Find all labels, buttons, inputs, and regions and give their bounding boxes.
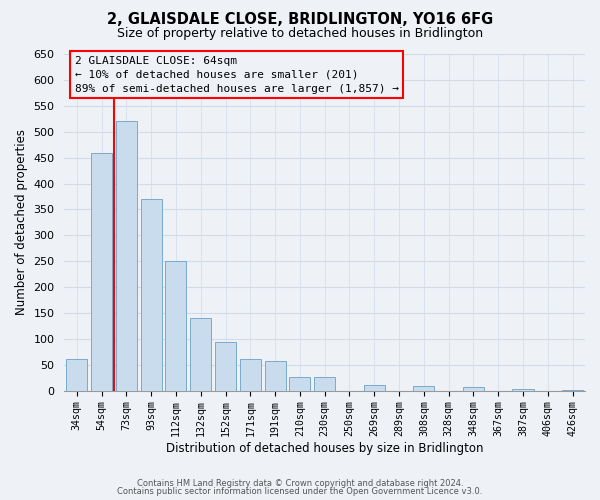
Bar [512, 389, 533, 390]
Bar [215, 342, 236, 390]
Bar [166, 261, 187, 390]
Text: 2 GLAISDALE CLOSE: 64sqm
← 10% of detached houses are smaller (201)
89% of semi-: 2 GLAISDALE CLOSE: 64sqm ← 10% of detach… [75, 56, 399, 94]
Y-axis label: Number of detached properties: Number of detached properties [15, 130, 28, 316]
Bar [314, 376, 335, 390]
Bar [190, 318, 211, 390]
Text: Size of property relative to detached houses in Bridlington: Size of property relative to detached ho… [117, 28, 483, 40]
Bar [66, 358, 88, 390]
Bar [413, 386, 434, 390]
Bar [364, 384, 385, 390]
Bar [116, 122, 137, 390]
Bar [463, 386, 484, 390]
Bar [140, 199, 162, 390]
X-axis label: Distribution of detached houses by size in Bridlington: Distribution of detached houses by size … [166, 442, 484, 455]
Text: Contains public sector information licensed under the Open Government Licence v3: Contains public sector information licen… [118, 487, 482, 496]
Bar [265, 360, 286, 390]
Text: 2, GLAISDALE CLOSE, BRIDLINGTON, YO16 6FG: 2, GLAISDALE CLOSE, BRIDLINGTON, YO16 6F… [107, 12, 493, 28]
Bar [240, 358, 261, 390]
Bar [91, 154, 112, 390]
Text: Contains HM Land Registry data © Crown copyright and database right 2024.: Contains HM Land Registry data © Crown c… [137, 478, 463, 488]
Bar [289, 376, 310, 390]
